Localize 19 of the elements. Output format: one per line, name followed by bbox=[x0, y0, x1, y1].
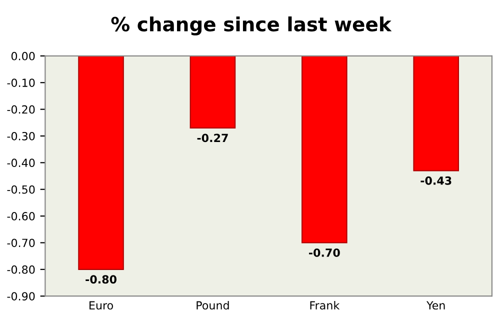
x-tick-label: Euro bbox=[90, 301, 114, 310]
y-tick-label: -0.30 bbox=[7, 132, 35, 140]
y-tick-label: -0.90 bbox=[7, 292, 35, 300]
y-tick-label: -0.10 bbox=[7, 78, 35, 87]
y-tick-label: -0.40 bbox=[7, 158, 35, 168]
y-tick-label: -0.50 bbox=[7, 185, 35, 194]
chart-title: % change since last week bbox=[111, 16, 392, 36]
y-tick-label: -0.70 bbox=[7, 238, 35, 248]
y-tick-label: -0.60 bbox=[7, 212, 35, 220]
x-tick-label: Pound bbox=[196, 300, 229, 310]
y-tick-label: -0.20 bbox=[7, 105, 35, 114]
x-tick-label: Yen bbox=[426, 301, 445, 310]
data-label: -0.27 bbox=[197, 134, 228, 142]
y-tick-label: 0.00 bbox=[11, 52, 35, 60]
data-label: -0.43 bbox=[420, 176, 452, 185]
data-label: -0.70 bbox=[309, 248, 340, 257]
y-tick-label: -0.80 bbox=[7, 265, 35, 274]
data-label: -0.80 bbox=[86, 275, 117, 284]
x-tick-label: Frank bbox=[310, 300, 340, 310]
